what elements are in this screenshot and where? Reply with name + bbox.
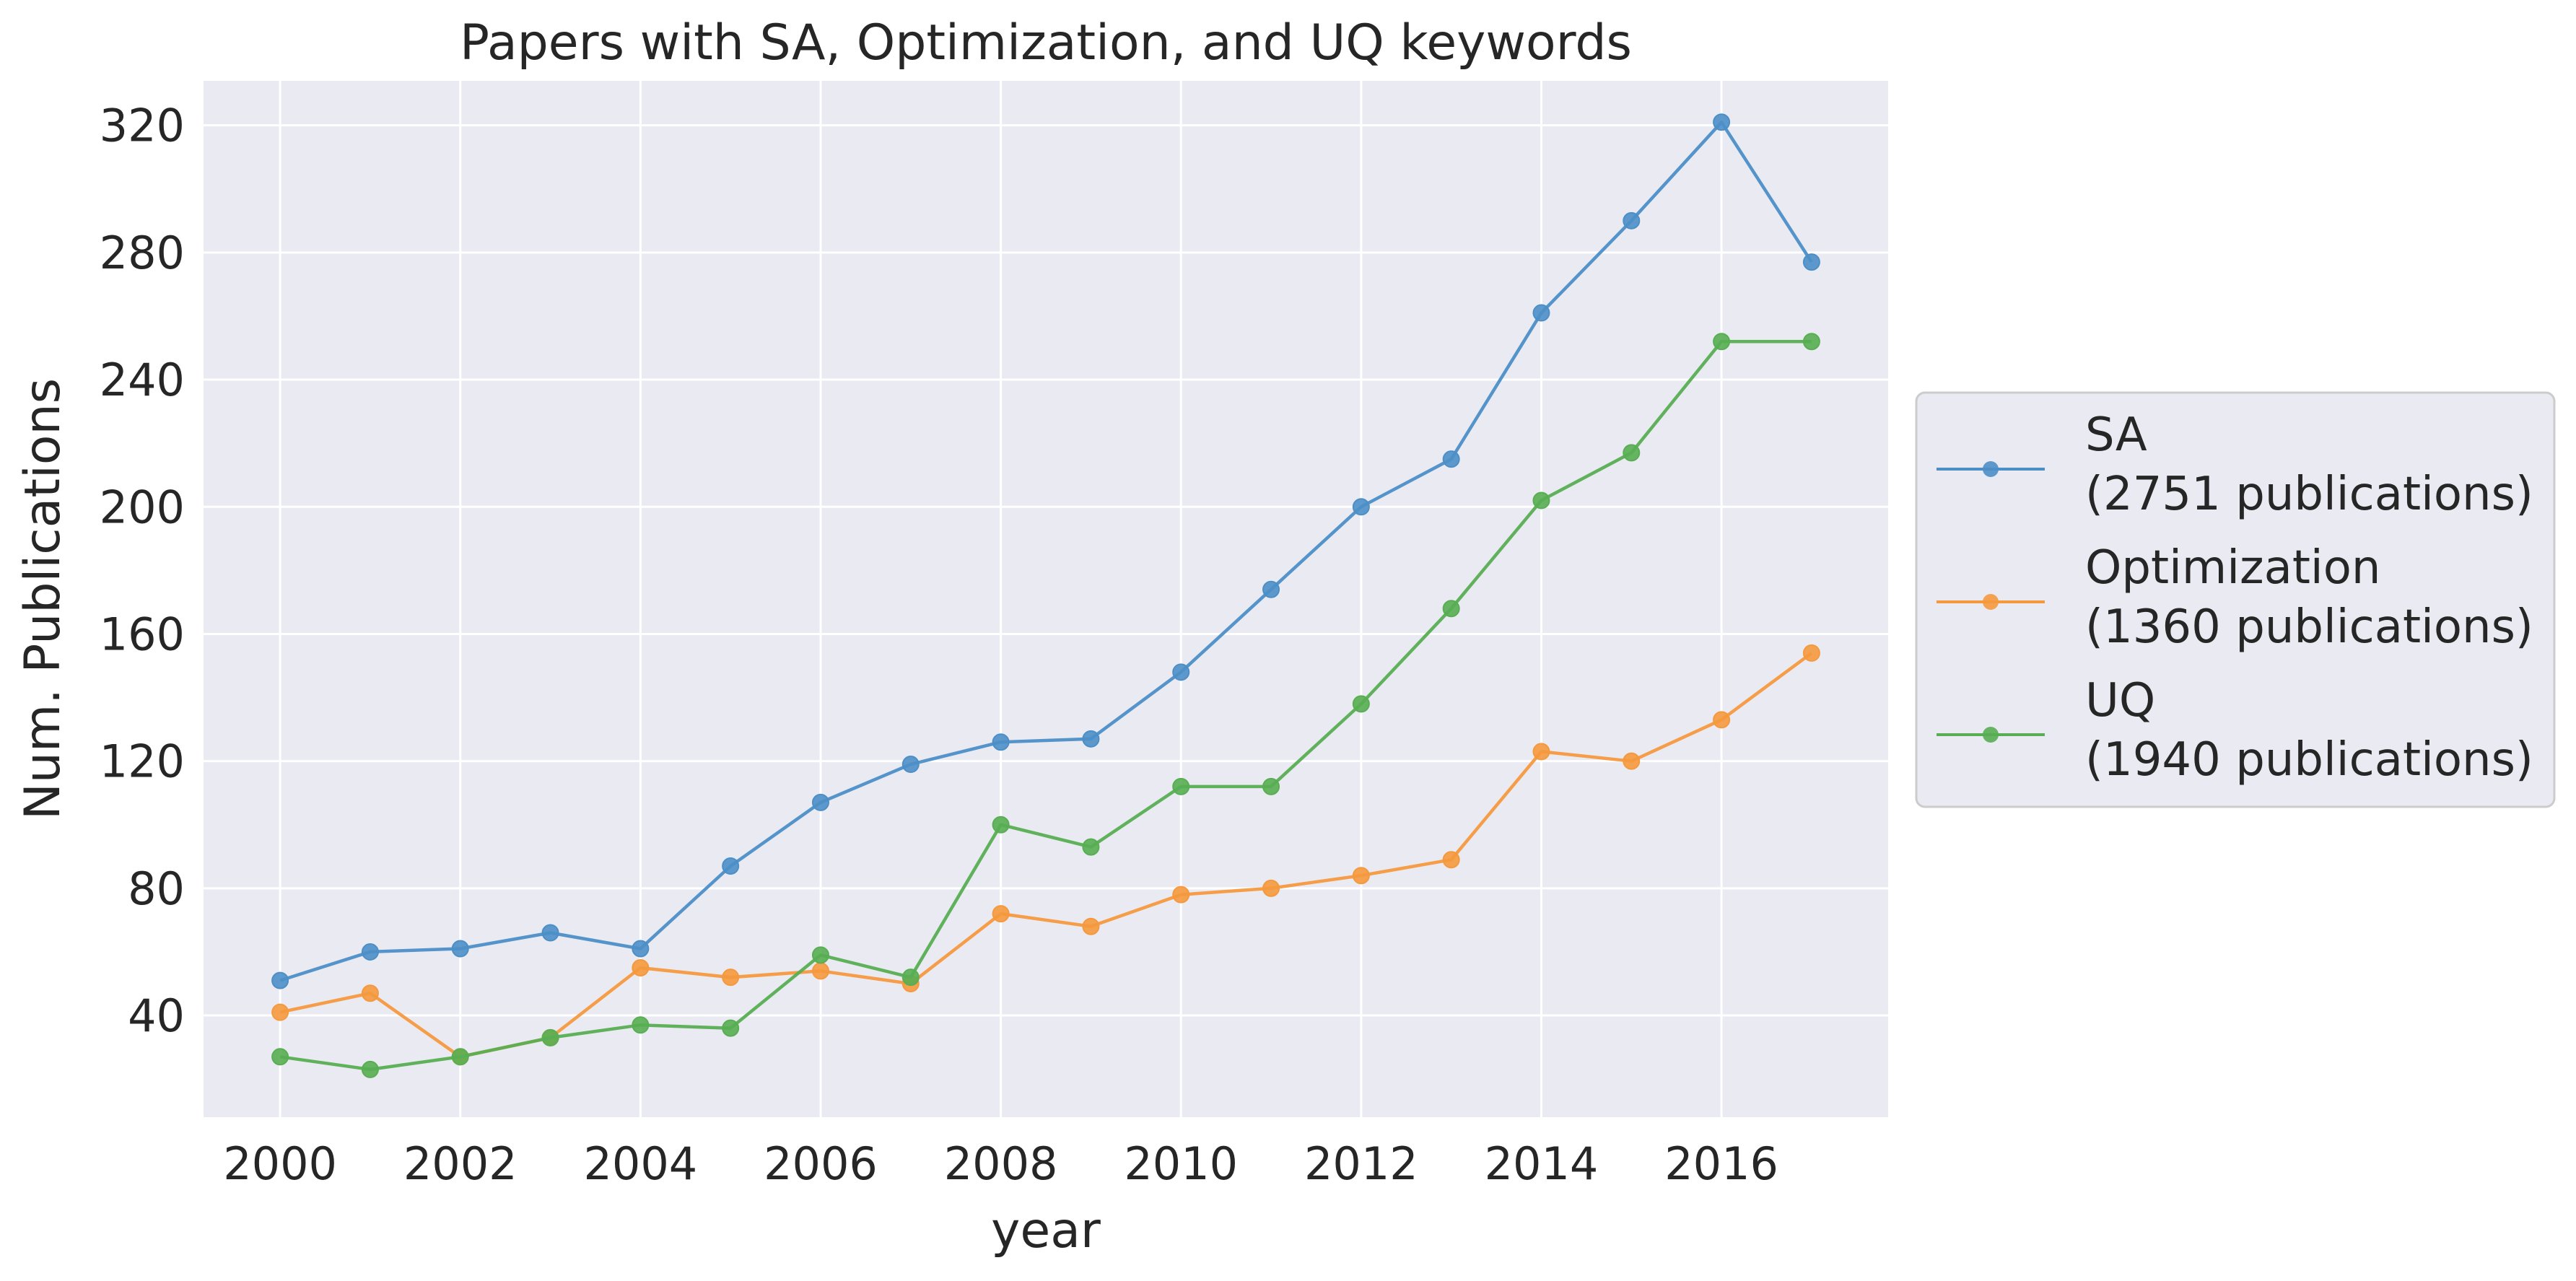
data-point [901, 756, 920, 774]
data-point [1172, 777, 1190, 795]
legend-count-uq: (1940 publications) [2085, 733, 2533, 787]
data-point [1713, 113, 1731, 131]
data-point [1082, 838, 1100, 856]
y-tick-label: 280 [100, 227, 185, 279]
data-point [1172, 886, 1190, 904]
series-line [279, 121, 1813, 982]
legend-label-sa: SA [2085, 408, 2147, 462]
legend-count-optimization: (1360 publications) [2085, 600, 2533, 654]
data-point [1082, 730, 1100, 748]
x-tick-label: 2006 [764, 1137, 878, 1190]
data-point [1802, 253, 1820, 271]
data-point [1172, 663, 1190, 681]
data-point [1082, 917, 1100, 935]
data-point [1802, 333, 1820, 351]
x-tick-labels: 2000 2002 2004 2006 2008 2010 2012 2014 2016 [223, 1137, 1778, 1190]
data-point [1532, 304, 1550, 322]
data-point [992, 816, 1010, 834]
data-point [1623, 444, 1641, 462]
legend-entry-optimization: Optimization (1360 publications) [1937, 541, 2533, 654]
data-point [1352, 498, 1370, 516]
y-tick-label: 160 [100, 608, 185, 660]
data-point [632, 958, 650, 976]
y-tick-label: 120 [100, 735, 185, 788]
data-point [722, 1019, 740, 1037]
data-point [1352, 695, 1370, 713]
data-point [811, 962, 829, 980]
data-point [1352, 867, 1370, 885]
data-point [1532, 743, 1550, 761]
x-tick-label: 2002 [403, 1137, 518, 1190]
data-point [722, 857, 740, 875]
data-point [541, 924, 559, 942]
data-point [632, 940, 650, 958]
data-point [992, 905, 1010, 923]
series-sa [271, 113, 1820, 989]
data-point [811, 793, 829, 811]
x-tick-label: 2010 [1124, 1137, 1238, 1190]
x-tick-label: 2004 [583, 1137, 697, 1190]
data-point [1442, 450, 1460, 468]
data-point [1623, 752, 1641, 770]
data-point [1262, 879, 1280, 897]
x-tick-label: 2008 [944, 1137, 1058, 1190]
y-tick-label: 320 [100, 100, 185, 152]
plot-area [204, 81, 1888, 1117]
chart-title: Papers with SA, Optimization, and UQ key… [460, 14, 1632, 71]
grid [204, 81, 1888, 1117]
data-point [1802, 644, 1820, 662]
series-uq [271, 333, 1820, 1078]
data-point [271, 971, 289, 989]
data-point [632, 1016, 650, 1034]
x-tick-label: 2016 [1664, 1137, 1778, 1190]
legend-entry-uq: UQ (1940 publications) [1937, 674, 2533, 787]
data-point [1623, 211, 1641, 229]
series-line [279, 339, 1812, 1072]
data-point [361, 984, 379, 1002]
data-point [1442, 600, 1460, 618]
data-point [361, 943, 379, 961]
x-axis-label: year [991, 1202, 1101, 1259]
data-point [1262, 580, 1280, 598]
data-point [451, 940, 469, 958]
y-axis-label: Num. Publications [14, 378, 71, 820]
data-point [451, 1048, 469, 1066]
legend-box [1915, 391, 2556, 808]
legend-marker-dot [1983, 461, 1999, 477]
data-point [1713, 711, 1731, 729]
y-tick-label: 240 [100, 354, 185, 406]
legend-label-uq: UQ [2085, 674, 2155, 727]
y-tick-labels: 40 80 120 160 200 240 280 320 [100, 100, 185, 1042]
data-point [361, 1060, 379, 1078]
y-tick-label: 80 [128, 862, 185, 915]
y-tick-label: 40 [128, 989, 185, 1042]
series-group [271, 113, 1820, 1078]
x-tick-label: 2014 [1485, 1137, 1599, 1190]
data-point [901, 969, 920, 987]
data-point [271, 1048, 289, 1066]
legend: SA (2751 publications) Optimization (136… [1915, 391, 2556, 808]
y-tick-label: 200 [100, 481, 185, 533]
data-point [1442, 851, 1460, 869]
legend-marker-dot [1983, 727, 1999, 743]
data-point [1532, 491, 1550, 510]
data-point [1713, 333, 1731, 351]
legend-label-optimization: Optimization [2085, 541, 2380, 595]
data-point [992, 733, 1010, 751]
x-tick-label: 2012 [1304, 1137, 1418, 1190]
data-point [541, 1028, 559, 1046]
x-tick-label: 2000 [223, 1137, 337, 1190]
data-point [1262, 777, 1280, 795]
legend-entry-sa: SA (2751 publications) [1937, 408, 2533, 521]
data-point [722, 969, 740, 987]
legend-count-sa: (2751 publications) [2085, 468, 2533, 521]
data-point [811, 946, 829, 964]
data-point [271, 1003, 289, 1021]
legend-marker-dot [1983, 594, 1999, 610]
